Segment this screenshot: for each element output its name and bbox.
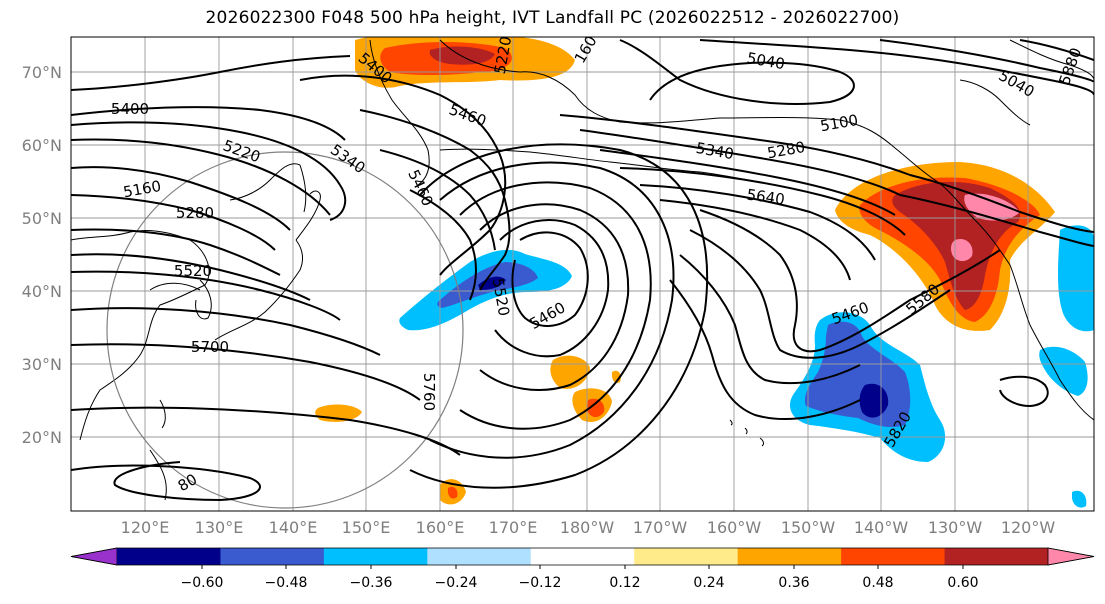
cb-tick-neg060: −0.60: [181, 575, 224, 591]
lon-label-150e: 150°E: [342, 518, 391, 537]
latitude-labels: 70°N 60°N 50°N 40°N 30°N 20°N: [22, 63, 62, 447]
contour-label-5400-west: 5400: [111, 100, 149, 118]
lat-label-40: 40°N: [22, 282, 62, 301]
page-title: 2026022300 F048 500 hPa height, IVT Land…: [205, 8, 900, 28]
lon-label-140w: 140°W: [854, 518, 909, 537]
lon-label-120w: 120°W: [1001, 518, 1056, 537]
ivt-positive-regions: [315, 37, 1055, 505]
cb-tick-pos036: 0.36: [778, 575, 809, 591]
colorbar-segment: [427, 548, 532, 565]
contour-label-5700: 5700: [191, 338, 229, 356]
colorbar-segment: [634, 548, 739, 565]
contour-label-5640: 5640: [746, 185, 786, 208]
contour-label-5280: 5280: [176, 204, 214, 222]
colorbar-segment: [530, 548, 635, 565]
colorbar-ticks: [201, 565, 964, 569]
cb-tick-neg048: −0.48: [265, 575, 308, 591]
lon-label-130e: 130°E: [195, 518, 244, 537]
cb-tick-neg036: −0.36: [350, 575, 393, 591]
lat-label-50: 50°N: [22, 209, 62, 228]
longitude-labels: 120°E 130°E 140°E 150°E 160°E 170°E 180°…: [121, 518, 1056, 537]
lat-label-30: 30°N: [22, 355, 62, 374]
cb-tick-neg024: −0.24: [435, 575, 478, 591]
region-circle: [106, 151, 464, 509]
lon-label-170w: 170°W: [633, 518, 688, 537]
cb-tick-pos012: 0.12: [609, 575, 640, 591]
contour-label-5760: 5760: [420, 373, 438, 411]
lon-label-120e: 120°E: [121, 518, 170, 537]
contour-label-5520: 5520: [174, 262, 212, 280]
lat-label-70: 70°N: [22, 63, 62, 82]
cb-tick-neg012: −0.12: [519, 575, 562, 591]
lon-label-160e: 160°E: [416, 518, 465, 537]
colorbar-segment: [944, 548, 1049, 565]
colorbar-segment: [117, 548, 221, 565]
colorbar-segments: [70, 547, 1095, 566]
lon-label-150w: 150°W: [781, 518, 836, 537]
colorbar-outline: [70, 547, 1095, 566]
cb-tick-pos048: 0.48: [862, 575, 893, 591]
lon-label-130w: 130°W: [928, 518, 983, 537]
colorbar-extend-high: [1047, 547, 1095, 566]
colorbar: −0.60 −0.48 −0.36 −0.24 −0.12 0.12 0.24 …: [70, 547, 1095, 591]
lon-label-140e: 140°E: [269, 518, 318, 537]
lat-label-60: 60°N: [22, 136, 62, 155]
lon-label-180w: 180°W: [560, 518, 615, 537]
lat-label-20: 20°N: [22, 428, 62, 447]
coastlines: [71, 39, 1094, 501]
height-contours: [71, 39, 1094, 502]
colorbar-extend-low: [70, 547, 118, 566]
cb-tick-pos024: 0.24: [693, 575, 724, 591]
colorbar-segment: [220, 548, 325, 565]
colorbar-tick-labels: −0.60 −0.48 −0.36 −0.24 −0.12 0.12 0.24 …: [181, 575, 979, 591]
ivt-negative-regions: [399, 225, 1094, 508]
colorbar-segment: [323, 548, 428, 565]
lon-label-170e: 170°E: [489, 518, 538, 537]
colorbar-segment: [841, 548, 946, 565]
cb-tick-pos060: 0.60: [947, 575, 978, 591]
colorbar-segment: [737, 548, 842, 565]
map-frame: [70, 36, 1095, 512]
lon-label-160w: 160°W: [707, 518, 762, 537]
